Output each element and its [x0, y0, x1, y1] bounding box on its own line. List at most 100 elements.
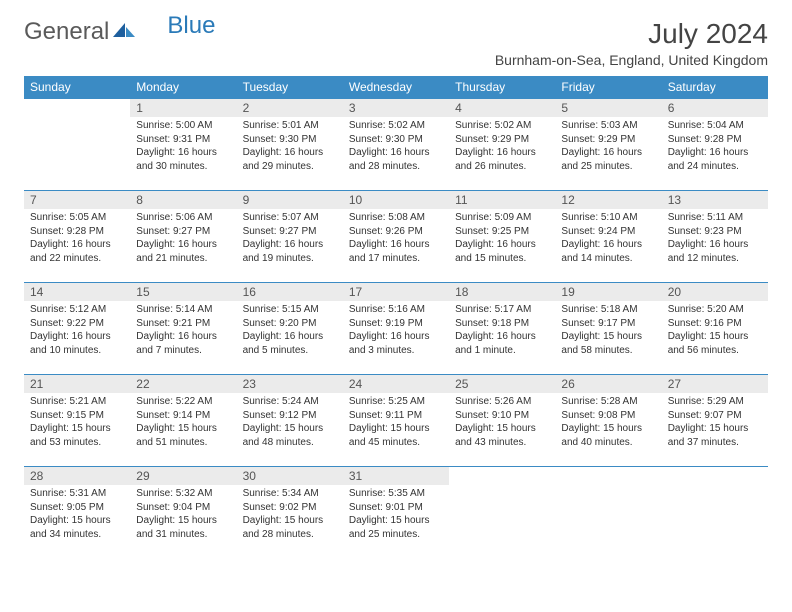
- day-detail-line: and 19 minutes.: [243, 252, 337, 266]
- title-block: July 2024 Burnham-on-Sea, England, Unite…: [495, 18, 768, 68]
- day-detail-line: Daylight: 15 hours: [349, 514, 443, 528]
- day-detail-line: Sunrise: 5:03 AM: [561, 119, 655, 133]
- calendar-table: SundayMondayTuesdayWednesdayThursdayFrid…: [24, 76, 768, 559]
- weekday-header: Friday: [555, 76, 661, 99]
- day-details: Sunrise: 5:09 AMSunset: 9:25 PMDaylight:…: [449, 209, 555, 269]
- day-number: 4: [449, 99, 555, 117]
- day-detail-line: and 43 minutes.: [455, 436, 549, 450]
- day-detail-line: Sunset: 9:19 PM: [349, 317, 443, 331]
- day-detail-line: Sunset: 9:01 PM: [349, 501, 443, 515]
- calendar-day-cell: 15 Sunrise: 5:14 AMSunset: 9:21 PMDayligh…: [130, 283, 236, 375]
- day-number: 14: [24, 283, 130, 301]
- day-detail-line: Sunrise: 5:05 AM: [30, 211, 124, 225]
- day-detail-line: Sunset: 9:30 PM: [243, 133, 337, 147]
- day-detail-line: Daylight: 16 hours: [561, 146, 655, 160]
- day-detail-line: Sunrise: 5:14 AM: [136, 303, 230, 317]
- calendar-day-cell: 13Sunrise: 5:11 AMSunset: 9:23 PMDayligh…: [662, 191, 768, 283]
- day-details: Sunrise: 5:18 AMSunset: 9:17 PMDaylight:…: [555, 301, 661, 361]
- day-detail-line: Sunrise: 5:10 AM: [561, 211, 655, 225]
- day-detail-line: Sunrise: 5:01 AM: [243, 119, 337, 133]
- day-details: Sunrise: 5:08 AMSunset: 9:26 PMDaylight:…: [343, 209, 449, 269]
- day-number: 3: [343, 99, 449, 117]
- day-number: 5: [555, 99, 661, 117]
- day-detail-line: Sunset: 9:20 PM: [243, 317, 337, 331]
- day-detail-line: and 1 minute.: [455, 344, 549, 358]
- day-detail-line: Sunrise: 5:32 AM: [136, 487, 230, 501]
- calendar-day-cell: 21Sunrise: 5:21 AMSunset: 9:15 PMDayligh…: [24, 375, 130, 467]
- day-number: 10: [343, 191, 449, 209]
- day-detail-line: and 25 minutes.: [561, 160, 655, 174]
- calendar-day-cell: 25Sunrise: 5:26 AMSunset: 9:10 PMDayligh…: [449, 375, 555, 467]
- day-detail-line: Sunrise: 5:15 AM: [243, 303, 337, 317]
- day-number: 12: [555, 191, 661, 209]
- day-number: 13: [662, 191, 768, 209]
- day-detail-line: Sunset: 9:02 PM: [243, 501, 337, 515]
- day-detail-line: Sunrise: 5:02 AM: [455, 119, 549, 133]
- weekday-header: Saturday: [662, 76, 768, 99]
- day-detail-line: Sunrise: 5:06 AM: [136, 211, 230, 225]
- day-number: 15: [130, 283, 236, 301]
- weekday-header-row: SundayMondayTuesdayWednesdayThursdayFrid…: [24, 76, 768, 99]
- day-details: Sunrise: 5:25 AMSunset: 9:11 PMDaylight:…: [343, 393, 449, 453]
- weekday-header: Tuesday: [237, 76, 343, 99]
- day-number: 1: [130, 99, 236, 117]
- day-number: 6: [662, 99, 768, 117]
- calendar-day-cell: 27Sunrise: 5:29 AMSunset: 9:07 PMDayligh…: [662, 375, 768, 467]
- day-number: 19: [555, 283, 661, 301]
- day-number: 23: [237, 375, 343, 393]
- day-detail-line: Sunrise: 5:12 AM: [30, 303, 124, 317]
- day-detail-line: Sunset: 9:18 PM: [455, 317, 549, 331]
- day-detail-line: Sunset: 9:31 PM: [136, 133, 230, 147]
- header: General Blue July 2024 Burnham-on-Sea, E…: [24, 18, 768, 68]
- day-detail-line: Sunset: 9:17 PM: [561, 317, 655, 331]
- day-detail-line: Sunset: 9:29 PM: [455, 133, 549, 147]
- day-detail-line: Sunrise: 5:20 AM: [668, 303, 762, 317]
- day-number: 7: [24, 191, 130, 209]
- day-detail-line: and 40 minutes.: [561, 436, 655, 450]
- day-detail-line: Daylight: 16 hours: [455, 146, 549, 160]
- day-details: Sunrise: 5:16 AMSunset: 9:19 PMDaylight:…: [343, 301, 449, 361]
- day-detail-line: Daylight: 15 hours: [561, 330, 655, 344]
- day-number: 18: [449, 283, 555, 301]
- day-detail-line: Sunrise: 5:28 AM: [561, 395, 655, 409]
- day-details: Sunrise: 5:10 AMSunset: 9:24 PMDaylight:…: [555, 209, 661, 269]
- calendar-day-cell: 1Sunrise: 5:00 AMSunset: 9:31 PMDaylight…: [130, 99, 236, 191]
- day-detail-line: and 25 minutes.: [349, 528, 443, 542]
- day-detail-line: Sunset: 9:25 PM: [455, 225, 549, 239]
- day-detail-line: Sunset: 9:29 PM: [561, 133, 655, 147]
- day-detail-line: Daylight: 16 hours: [30, 238, 124, 252]
- day-detail-line: Daylight: 16 hours: [243, 330, 337, 344]
- day-detail-line: Sunset: 9:21 PM: [136, 317, 230, 331]
- day-detail-line: Daylight: 15 hours: [349, 422, 443, 436]
- day-detail-line: Daylight: 16 hours: [136, 330, 230, 344]
- calendar-day-cell: 8Sunrise: 5:06 AMSunset: 9:27 PMDaylight…: [130, 191, 236, 283]
- day-detail-line: and 22 minutes.: [30, 252, 124, 266]
- day-detail-line: and 7 minutes.: [136, 344, 230, 358]
- logo-text-blue: Blue: [167, 12, 215, 40]
- day-detail-line: and 53 minutes.: [30, 436, 124, 450]
- day-detail-line: and 51 minutes.: [136, 436, 230, 450]
- day-detail-line: Sunrise: 5:18 AM: [561, 303, 655, 317]
- day-detail-line: Sunset: 9:07 PM: [668, 409, 762, 423]
- day-number: 24: [343, 375, 449, 393]
- day-number: 22: [130, 375, 236, 393]
- day-detail-line: Daylight: 16 hours: [349, 238, 443, 252]
- calendar-day-cell: 6Sunrise: 5:04 AMSunset: 9:28 PMDaylight…: [662, 99, 768, 191]
- calendar-day-cell: 20Sunrise: 5:20 AMSunset: 9:16 PMDayligh…: [662, 283, 768, 375]
- day-details: Sunrise: 5:28 AMSunset: 9:08 PMDaylight:…: [555, 393, 661, 453]
- day-details: Sunrise: 5:15 AMSunset: 9:20 PMDaylight:…: [237, 301, 343, 361]
- day-detail-line: Sunrise: 5:31 AM: [30, 487, 124, 501]
- day-detail-line: Daylight: 16 hours: [668, 146, 762, 160]
- weekday-header: Wednesday: [343, 76, 449, 99]
- day-detail-line: and 14 minutes.: [561, 252, 655, 266]
- day-detail-line: Daylight: 15 hours: [243, 422, 337, 436]
- day-detail-line: Sunset: 9:30 PM: [349, 133, 443, 147]
- day-details: Sunrise: 5:02 AMSunset: 9:29 PMDaylight:…: [449, 117, 555, 177]
- day-detail-line: Daylight: 16 hours: [136, 238, 230, 252]
- day-details: Sunrise: 5:32 AMSunset: 9:04 PMDaylight:…: [130, 485, 236, 545]
- day-details: Sunrise: 5:20 AMSunset: 9:16 PMDaylight:…: [662, 301, 768, 361]
- day-number: 20: [662, 283, 768, 301]
- day-detail-line: Daylight: 16 hours: [30, 330, 124, 344]
- day-detail-line: and 30 minutes.: [136, 160, 230, 174]
- calendar-week-row: 7Sunrise: 5:05 AMSunset: 9:28 PMDaylight…: [24, 191, 768, 283]
